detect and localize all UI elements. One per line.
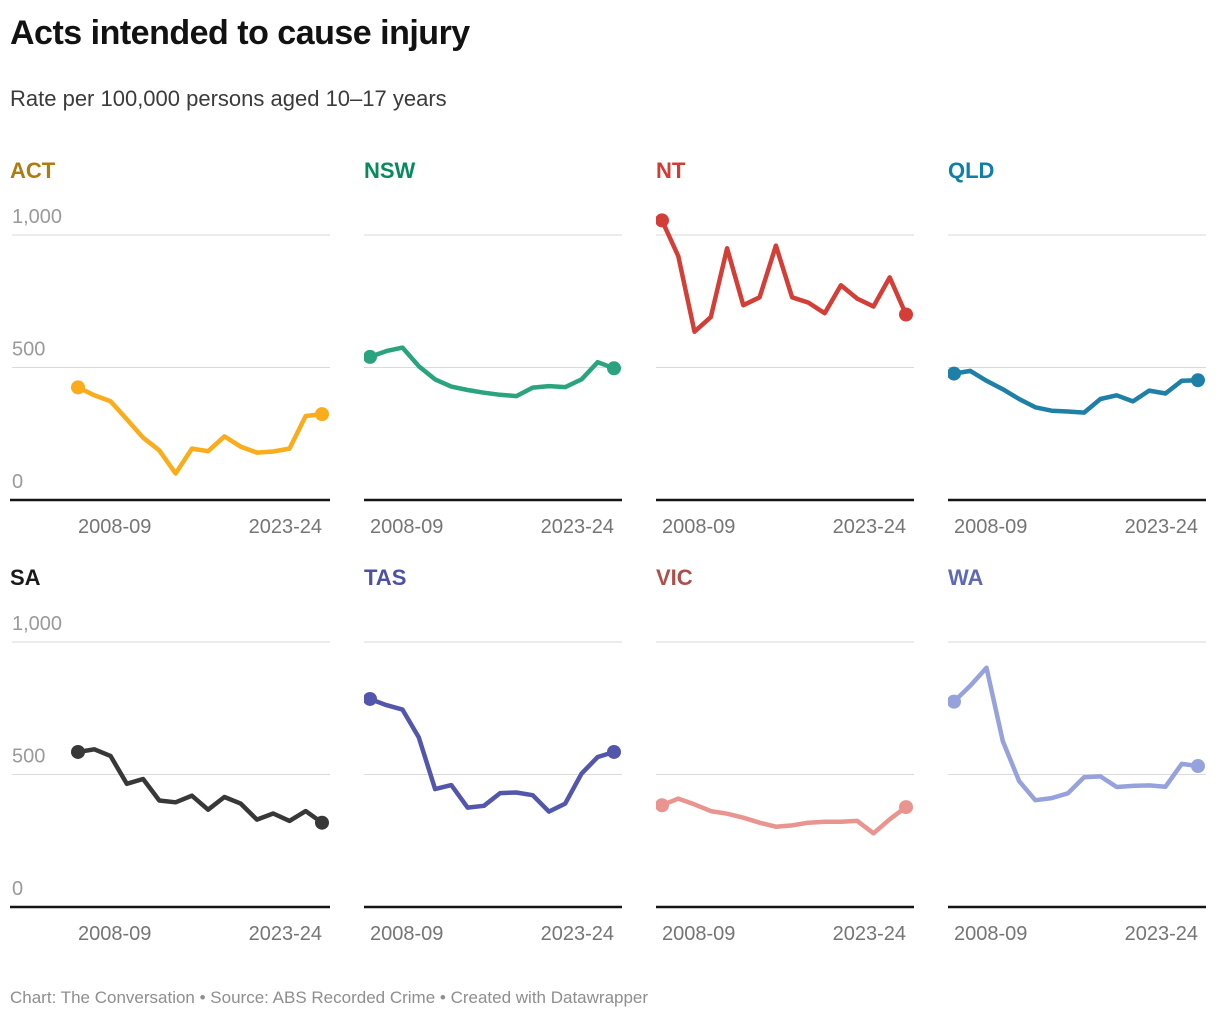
nt-series-line <box>659 218 909 334</box>
y-tick-label-500: 500 <box>12 746 45 768</box>
panel-title-tas: TAS <box>364 565 407 590</box>
sa-end-dot <box>315 815 329 830</box>
vic-end-dot <box>899 800 913 815</box>
qld-start-dot <box>948 366 961 381</box>
y-tick-label-1000: 1,000 <box>12 613 62 635</box>
x-tick-label-last: 2023-24 <box>540 923 614 945</box>
panel-title-sa: SA <box>10 565 41 590</box>
panel-title-nsw: NSW <box>364 158 416 183</box>
vic-line-chart <box>656 641 914 909</box>
panel-act: ACT 0 500 1,000 2008-09 2023-24 <box>10 157 330 539</box>
x-tick-label-first: 2008-09 <box>78 923 152 945</box>
x-tick-label-last: 2023-24 <box>832 516 906 538</box>
tas-series-line <box>367 696 617 814</box>
panel-vic: VIC 2008-09 2023-24 <box>656 564 914 946</box>
sa-start-dot <box>71 744 85 759</box>
nt-start-dot <box>656 213 669 228</box>
x-axis-labels-act: 2008-09 2023-24 <box>78 516 322 539</box>
act-end-dot <box>315 407 329 422</box>
wa-series-line <box>951 665 1201 803</box>
qld-end-dot <box>1191 373 1205 388</box>
panel-wa: WA 2008-09 2023-24 <box>948 564 1206 946</box>
y-tick-label-0: 0 <box>12 471 23 493</box>
x-axis-labels-sa: 2008-09 2023-24 <box>78 923 322 946</box>
x-axis-labels-qld: 2008-09 2023-24 <box>954 516 1198 539</box>
x-tick-label-first: 2008-09 <box>370 923 444 945</box>
act-start-dot <box>71 380 85 395</box>
tas-line-chart <box>364 641 622 909</box>
nsw-end-dot <box>607 361 621 376</box>
wa-end-dot <box>1191 759 1205 774</box>
panel-sa: SA 0 500 1,000 2008-09 2023-24 <box>10 564 330 946</box>
y-tick-label-0: 0 <box>12 878 23 900</box>
chart-title: Acts intended to cause injury <box>10 14 470 52</box>
x-axis-labels-nsw: 2008-09 2023-24 <box>370 516 614 539</box>
panel-qld: QLD 2008-09 2023-24 <box>948 157 1206 539</box>
nsw-series-line <box>367 345 617 399</box>
x-tick-label-last: 2023-24 <box>1124 516 1198 538</box>
chart-footer: Chart: The Conversation • Source: ABS Re… <box>10 988 649 1007</box>
x-axis-labels-wa: 2008-09 2023-24 <box>954 923 1198 946</box>
y-tick-label-1000: 1,000 <box>12 206 62 228</box>
nt-end-dot <box>899 307 913 322</box>
nsw-line-chart <box>364 234 622 502</box>
qld-line-chart <box>948 234 1206 502</box>
nt-line-chart <box>656 213 914 502</box>
x-tick-label-first: 2008-09 <box>78 516 152 538</box>
x-tick-label-last: 2023-24 <box>248 516 322 538</box>
chart-subtitle: Rate per 100,000 persons aged 10–17 year… <box>10 86 447 111</box>
panel-tas: TAS 2008-09 2023-24 <box>364 564 622 946</box>
x-tick-label-first: 2008-09 <box>954 516 1028 538</box>
panel-nsw: NSW 2008-09 2023-24 <box>364 157 622 539</box>
wa-line-chart <box>948 641 1206 909</box>
x-tick-label-first: 2008-09 <box>370 516 444 538</box>
wa-start-dot <box>948 694 961 709</box>
panel-nt: NT 2008-09 2023-24 <box>656 157 914 539</box>
sa-line-chart: 0 500 1,000 <box>10 613 330 909</box>
tas-start-dot <box>364 691 377 706</box>
x-axis-labels-nt: 2008-09 2023-24 <box>662 516 906 539</box>
sa-series-line <box>75 747 325 825</box>
x-tick-label-last: 2023-24 <box>248 923 322 945</box>
panel-title-nt: NT <box>656 158 686 183</box>
panel-title-vic: VIC <box>656 565 693 590</box>
x-tick-label-last: 2023-24 <box>832 923 906 945</box>
x-tick-label-first: 2008-09 <box>662 923 736 945</box>
y-tick-label-500: 500 <box>12 339 45 361</box>
vic-start-dot <box>656 798 669 813</box>
small-multiples-grid: ACT 0 500 1,000 2008-09 2023-24 NSW 2008-09 2023… <box>10 157 1207 946</box>
x-axis-labels-tas: 2008-09 2023-24 <box>370 923 614 946</box>
act-series-line <box>75 385 325 476</box>
qld-series-line <box>951 368 1201 415</box>
x-tick-label-last: 2023-24 <box>540 516 614 538</box>
panel-title-qld: QLD <box>948 158 995 183</box>
x-tick-label-first: 2008-09 <box>662 516 736 538</box>
x-tick-label-first: 2008-09 <box>954 923 1028 945</box>
x-tick-label-last: 2023-24 <box>1124 923 1198 945</box>
act-line-chart: 0 500 1,000 <box>10 206 330 502</box>
nsw-start-dot <box>364 349 377 364</box>
panel-title-wa: WA <box>948 565 984 590</box>
vic-series-line <box>659 796 909 836</box>
x-axis-labels-vic: 2008-09 2023-24 <box>662 923 906 946</box>
tas-end-dot <box>607 744 621 759</box>
panel-title-act: ACT <box>10 158 56 183</box>
